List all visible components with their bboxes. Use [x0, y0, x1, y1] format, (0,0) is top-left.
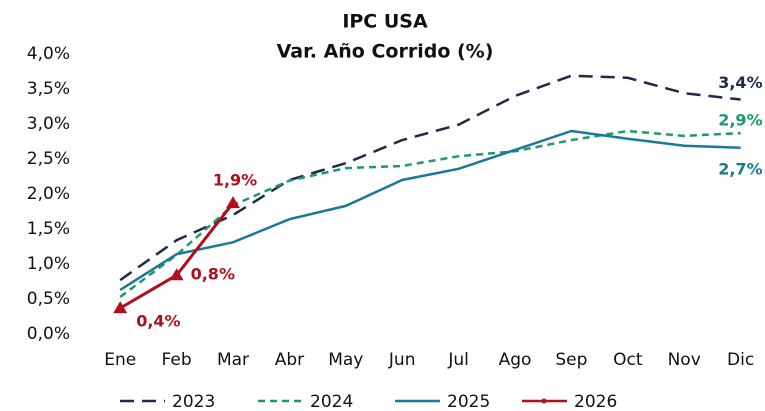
series-line: [119, 74, 741, 282]
chart-title: IPC USA: [342, 11, 428, 33]
x-tick-label: Jun: [388, 350, 416, 370]
legend-marker: [541, 398, 547, 404]
data-label: 0,4%: [136, 312, 180, 331]
x-tick-label: Abr: [275, 350, 304, 370]
series-line: [119, 129, 741, 291]
x-tick-label: Oct: [613, 350, 643, 370]
marker: [113, 301, 128, 314]
y-tick-label: 0,0%: [27, 324, 70, 344]
x-tick-label: Feb: [162, 350, 192, 370]
data-label: 2,9%: [718, 111, 762, 130]
y-tick-label: 1,5%: [27, 219, 70, 239]
legend-label: 2025: [447, 392, 490, 411]
x-tick-label: May: [328, 350, 363, 370]
y-tick-label: 1,0%: [27, 254, 70, 274]
y-tick-label: 3,5%: [27, 79, 70, 99]
x-tick-label: Ago: [499, 350, 532, 370]
y-tick-label: 0,5%: [27, 289, 70, 309]
y-tick-label: 2,0%: [27, 184, 70, 204]
legend-label: 2023: [172, 392, 215, 411]
data-label: 0,8%: [191, 265, 235, 284]
x-tick-label: Mar: [217, 350, 249, 370]
data-label: 2,7%: [718, 159, 762, 178]
marker: [169, 268, 184, 281]
legend-label: 2024: [310, 392, 353, 411]
y-tick-label: 3,0%: [27, 114, 70, 134]
y-tick-label: 4,0%: [27, 44, 70, 64]
y-tick-label: 2,5%: [27, 149, 70, 169]
chart-subtitle: Var. Año Corrido (%): [277, 41, 494, 63]
x-tick-label: Jul: [447, 350, 469, 370]
x-tick-label: Sep: [555, 350, 587, 370]
data-label: 3,4%: [718, 73, 762, 92]
marker: [226, 196, 240, 209]
x-tick-label: Nov: [668, 350, 701, 370]
legend-label: 2026: [574, 392, 617, 411]
x-tick-label: Ene: [104, 350, 136, 370]
data-label: 1,9%: [213, 171, 257, 190]
x-tick-label: Dic: [727, 350, 754, 370]
